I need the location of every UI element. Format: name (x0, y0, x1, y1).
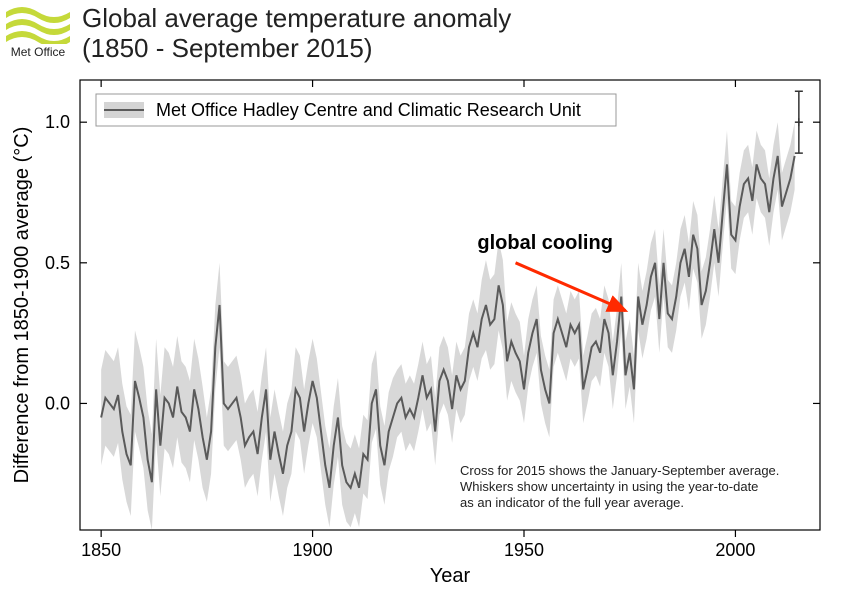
x-axis-label: Year (430, 565, 471, 587)
title-line-2: (1850 - September 2015) (82, 33, 373, 63)
last-point-marker (795, 91, 803, 153)
footnote-line: Cross for 2015 shows the January-Septemb… (460, 463, 779, 478)
x-tick-label: 2000 (715, 540, 755, 560)
logo-label: Met Office (6, 45, 70, 59)
y-tick-label: 1.0 (45, 112, 70, 132)
chart: 1850 1900 1950 2000 0.0 0.5 1.0 Difference from… (0, 70, 843, 600)
met-office-logo: Met Office (6, 4, 70, 59)
y-tick-label: 0.5 (45, 253, 70, 273)
legend-label: Met Office Hadley Centre and Climatic Re… (156, 100, 581, 120)
y-axis-label: Difference from 1850-1900 average (°C) (11, 127, 33, 484)
title-line-1: Global average temperature anomaly (82, 3, 511, 33)
chart-title: Global average temperature anomaly (1850… (82, 4, 511, 64)
footnote-line: as an indicator of the full year average… (460, 495, 684, 510)
x-tick-label: 1950 (504, 540, 544, 560)
annotation-text: global cooling (477, 232, 613, 254)
footnote-line: Whiskers show uncertainty in using the y… (460, 479, 758, 494)
x-tick-label: 1900 (293, 540, 333, 560)
y-tick-label: 0.0 (45, 393, 70, 413)
x-tick-label: 1850 (81, 540, 121, 560)
